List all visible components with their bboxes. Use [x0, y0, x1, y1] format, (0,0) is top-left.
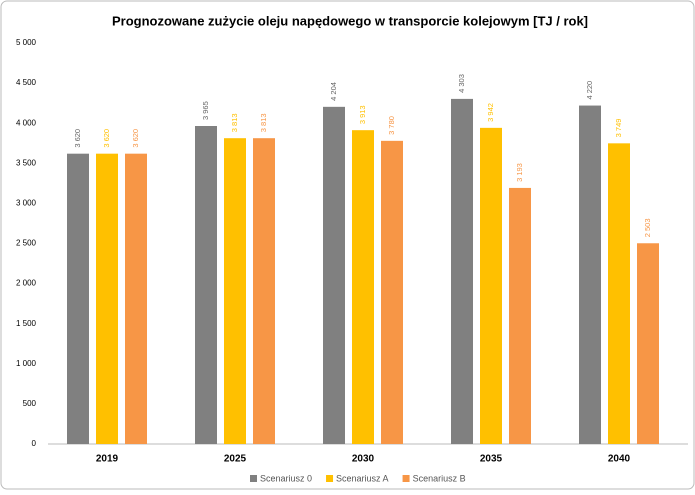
bar	[253, 138, 275, 445]
y-tick-label: 500	[23, 399, 37, 408]
y-tick-label: 1 500	[16, 319, 37, 328]
value-label: 4 303	[457, 74, 466, 93]
value-label: 3 749	[614, 119, 623, 138]
value-label: 3 620	[73, 129, 82, 148]
bar	[125, 153, 147, 444]
bar	[637, 243, 659, 444]
value-label: 4 204	[329, 82, 338, 101]
bar	[96, 153, 118, 444]
x-tick-label: 2040	[608, 454, 631, 465]
bar	[352, 130, 374, 444]
x-tick-label: 2025	[224, 454, 247, 465]
bar	[224, 138, 246, 445]
value-label: 4 220	[585, 81, 594, 100]
legend-label: Scenariusz 0	[260, 473, 312, 483]
value-label: 2 503	[643, 218, 652, 237]
legend-swatch	[326, 475, 334, 482]
value-label: 3 965	[201, 101, 210, 120]
value-label: 3 813	[259, 113, 268, 132]
y-tick-label: 2 000	[16, 279, 37, 288]
y-tick-label: 3 000	[16, 199, 37, 208]
x-tick-label: 2035	[480, 454, 503, 465]
bar	[509, 187, 531, 445]
legend-swatch	[250, 475, 257, 482]
value-label: 3 813	[230, 113, 239, 132]
y-tick-label: 2 500	[16, 239, 37, 248]
y-tick-label: 3 500	[16, 158, 37, 167]
y-tick-label: 4 000	[16, 118, 37, 127]
y-tick-label: 5 000	[16, 38, 37, 47]
legend-label: Scenariusz B	[413, 473, 466, 483]
value-label: 3 620	[102, 129, 111, 148]
bar	[67, 153, 89, 444]
chart-title: Prognozowane zużycie oleju napędowego w …	[112, 13, 588, 28]
bar	[608, 143, 630, 444]
bar	[451, 98, 473, 444]
y-tick-label: 0	[32, 439, 37, 448]
value-label: 3 193	[515, 163, 524, 182]
x-tick-label: 2019	[96, 454, 119, 465]
value-label: 3 913	[358, 105, 367, 124]
value-label: 3 780	[387, 116, 396, 135]
y-tick-label: 4 500	[16, 78, 37, 87]
legend-label: Scenariusz A	[336, 473, 389, 483]
bar	[480, 127, 502, 445]
y-tick-label: 1 000	[16, 359, 37, 368]
x-tick-label: 2030	[352, 454, 375, 465]
bar	[195, 126, 217, 444]
value-label: 3 942	[486, 103, 495, 122]
legend-swatch	[402, 475, 410, 482]
bar	[381, 140, 403, 444]
value-label: 3 620	[131, 129, 140, 148]
bar	[323, 106, 345, 444]
bar	[579, 105, 601, 444]
